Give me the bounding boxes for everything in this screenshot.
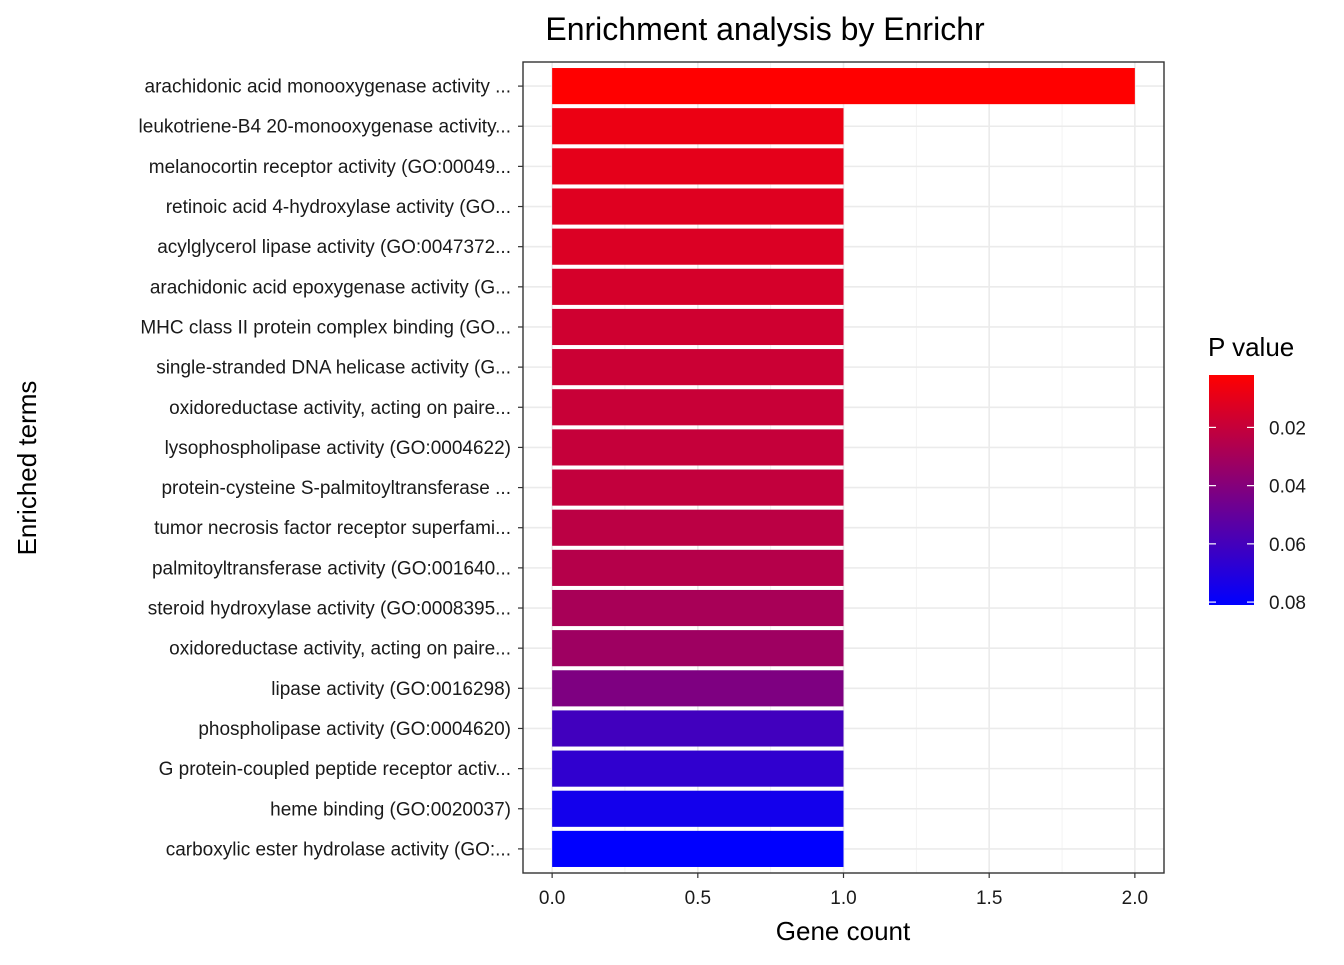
y-tick-label: carboxylic ester hydrolase activity (GO:… — [166, 839, 511, 860]
bar — [552, 670, 844, 707]
y-tick-label: palmitoyltransferase activity (GO:001640… — [152, 558, 511, 579]
x-tick-label: 0.0 — [539, 888, 565, 909]
y-axis: arachidonic acid monooxygenase activity … — [139, 77, 523, 860]
legend-label: 0.04 — [1269, 477, 1306, 498]
y-tick-label: melanocortin receptor activity (GO:00049… — [149, 157, 511, 178]
bar — [552, 589, 844, 627]
y-tick-label: phospholipase activity (GO:0004620) — [198, 719, 511, 740]
x-axis: 0.0 0.5 1.0 1.5 2.0 — [539, 873, 1148, 909]
legend-label: 0.06 — [1269, 535, 1306, 556]
bar — [552, 68, 1135, 105]
y-tick-label: oxidoreductase activity, acting on paire… — [169, 639, 511, 660]
y-tick-label: steroid hydroxylase activity (GO:0008395… — [148, 599, 511, 620]
x-tick-label: 1.0 — [830, 888, 856, 909]
bar — [552, 268, 844, 305]
legend-title: P value — [1208, 332, 1294, 362]
x-tick-label: 0.5 — [685, 888, 711, 909]
bar — [552, 148, 844, 185]
bar — [552, 750, 844, 787]
y-tick-label: retinoic acid 4-hydroxylase activity (GO… — [166, 197, 511, 218]
bar — [552, 790, 844, 827]
x-tick-label: 1.5 — [976, 888, 1002, 909]
x-axis-title: Gene count — [776, 916, 911, 946]
y-tick-label: tumor necrosis factor receptor superfami… — [154, 518, 511, 539]
y-tick-label: lysophospholipase activity (GO:0004622) — [165, 438, 511, 459]
bars — [552, 68, 1135, 867]
chart-title: Enrichment analysis by Enrichr — [545, 11, 985, 47]
bar — [552, 549, 844, 586]
bar — [552, 349, 844, 386]
y-tick-label: arachidonic acid epoxygenase activity (G… — [150, 277, 511, 298]
x-tick-label: 2.0 — [1122, 888, 1148, 909]
y-tick-label: leukotriene-B4 20-monooxygenase activity… — [139, 117, 511, 138]
bar — [552, 228, 844, 265]
y-tick-label: protein-cysteine S-palmitoyltransferase … — [161, 478, 511, 499]
y-tick-label: MHC class II protein complex binding (GO… — [140, 317, 511, 338]
y-tick-label: lipase activity (GO:0016298) — [271, 679, 511, 700]
bar — [552, 389, 844, 426]
y-tick-label: acylglycerol lipase activity (GO:0047372… — [157, 237, 511, 258]
bar — [552, 710, 844, 747]
bar — [552, 188, 844, 225]
legend-label: 0.02 — [1269, 418, 1306, 439]
y-tick-label: G protein-coupled peptide receptor activ… — [159, 759, 511, 780]
legend: P value 0.02 0.04 0.06 0.08 — [1208, 332, 1306, 614]
bar — [552, 630, 844, 667]
bar — [552, 308, 844, 346]
bar — [552, 108, 844, 145]
legend-colorbar — [1209, 375, 1254, 605]
bar — [552, 469, 844, 506]
bar — [552, 830, 844, 867]
bar — [552, 429, 844, 466]
y-tick-label: heme binding (GO:0020037) — [270, 799, 511, 820]
legend-label: 0.08 — [1269, 593, 1306, 614]
y-tick-label: arachidonic acid monooxygenase activity … — [145, 77, 511, 98]
y-tick-label: single-stranded DNA helicase activity (G… — [156, 358, 511, 379]
y-tick-label: oxidoreductase activity, acting on paire… — [169, 398, 511, 419]
y-axis-title: Enriched terms — [12, 381, 42, 556]
bar — [552, 509, 844, 546]
